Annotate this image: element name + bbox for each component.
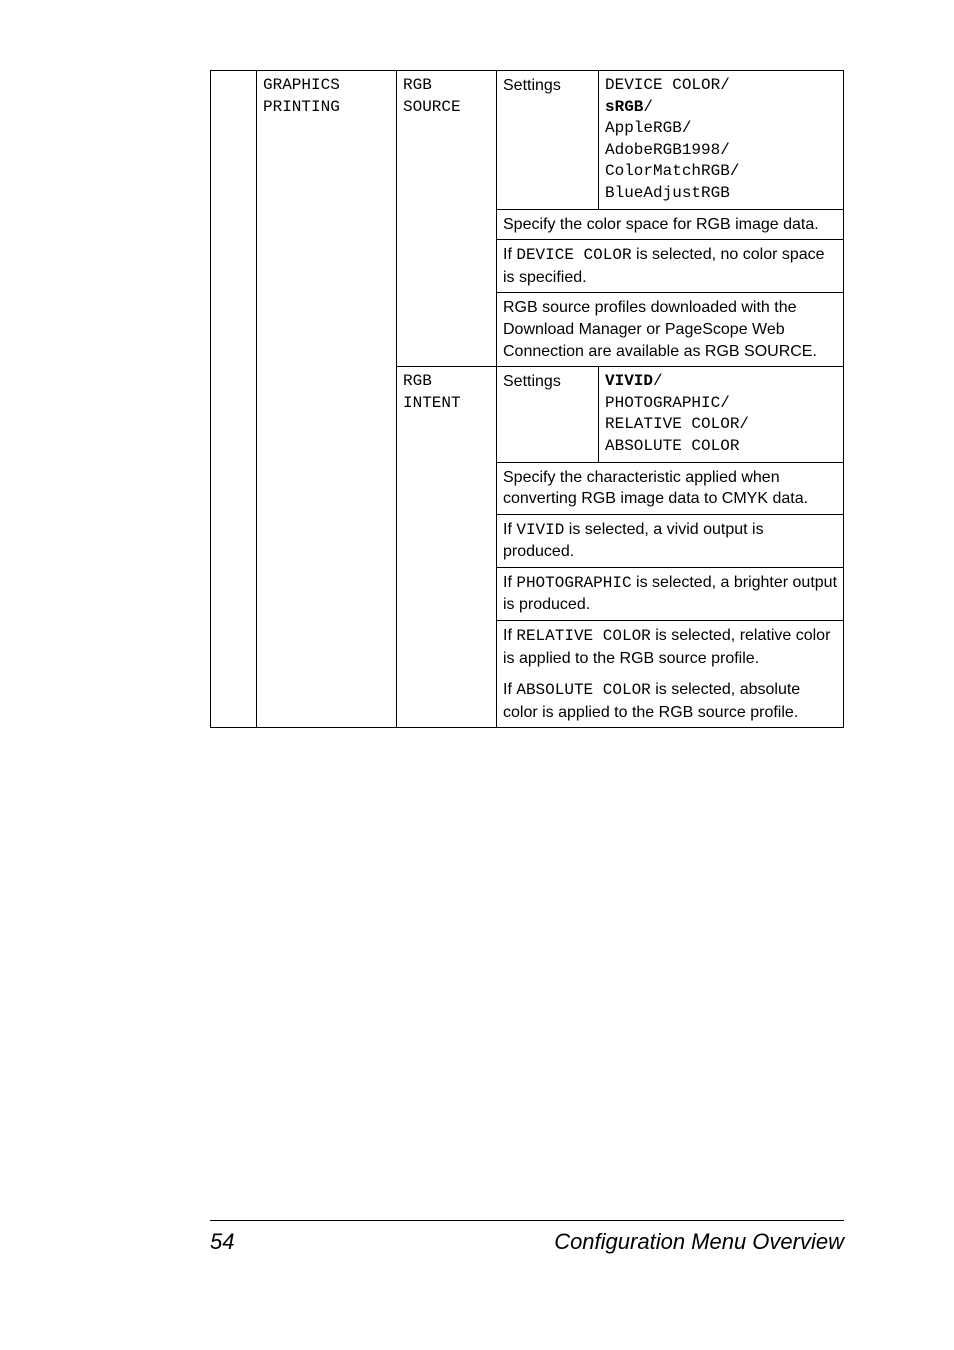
option-text: AdobeRGB1998/ bbox=[605, 141, 730, 159]
option-text: RELATIVE COLOR/ bbox=[605, 415, 749, 433]
page-number: 54 bbox=[210, 1229, 234, 1255]
code-frag: PHOTOGRAPHIC bbox=[516, 574, 631, 592]
rgb-intent-desc3: If PHOTOGRAPHIC is selected, a brighter … bbox=[497, 567, 844, 620]
settings-label: Settings bbox=[497, 367, 599, 462]
rgb-source-desc3: RGB source profiles downloaded with the … bbox=[497, 293, 844, 367]
code-frag: VIVID bbox=[516, 521, 564, 539]
config-table: GRAPHICS PRINTING RGB SOURCE Settings DE… bbox=[210, 70, 844, 728]
rgb-intent-label: RGB INTENT bbox=[397, 367, 497, 728]
rgb-intent-desc45: If RELATIVE COLOR is selected, relative … bbox=[497, 621, 844, 728]
rgb-source-options: DEVICE COLOR/ sRGB/ AppleRGB/ AdobeRGB19… bbox=[599, 71, 844, 210]
page-footer: 54 Configuration Menu Overview bbox=[210, 1220, 844, 1255]
rgb-source-desc2: If DEVICE COLOR is selected, no color sp… bbox=[497, 240, 844, 293]
empty-left-cell bbox=[211, 71, 257, 728]
option-default: VIVID bbox=[605, 372, 653, 390]
graphics-printing-cell: GRAPHICS PRINTING bbox=[257, 71, 397, 728]
text-frag: If bbox=[503, 246, 516, 263]
rgb-source-label: RGB SOURCE bbox=[397, 71, 497, 367]
text-frag: If bbox=[503, 574, 516, 591]
option-text: PHOTOGRAPHIC/ bbox=[605, 394, 730, 412]
footer-rule bbox=[210, 1220, 844, 1221]
rgb-intent-options: VIVID/ PHOTOGRAPHIC/ RELATIVE COLOR/ ABS… bbox=[599, 367, 844, 462]
option-text: DEVICE COLOR bbox=[605, 76, 720, 94]
text-frag: If bbox=[503, 627, 516, 644]
option-text: AppleRGB/ bbox=[605, 119, 691, 137]
rgb-intent-desc1: Specify the characteristic applied when … bbox=[497, 462, 844, 514]
option-text: BlueAdjustRGB bbox=[605, 184, 730, 202]
option-text: ABSOLUTE COLOR bbox=[605, 437, 739, 455]
settings-label: Settings bbox=[497, 71, 599, 210]
option-default: sRGB bbox=[605, 98, 643, 116]
code-frag: DEVICE COLOR bbox=[516, 246, 631, 264]
rgb-intent-desc2: If VIVID is selected, a vivid output is … bbox=[497, 514, 844, 567]
text-frag: If bbox=[503, 681, 516, 698]
text-frag: If bbox=[503, 521, 516, 538]
rgb-source-desc1: Specify the color space for RGB image da… bbox=[497, 209, 844, 240]
footer-title: Configuration Menu Overview bbox=[554, 1229, 844, 1255]
table-row: GRAPHICS PRINTING RGB SOURCE Settings DE… bbox=[211, 71, 844, 210]
code-frag: RELATIVE COLOR bbox=[516, 627, 650, 645]
code-frag: ABSOLUTE COLOR bbox=[516, 681, 650, 699]
option-text: ColorMatchRGB/ bbox=[605, 162, 739, 180]
